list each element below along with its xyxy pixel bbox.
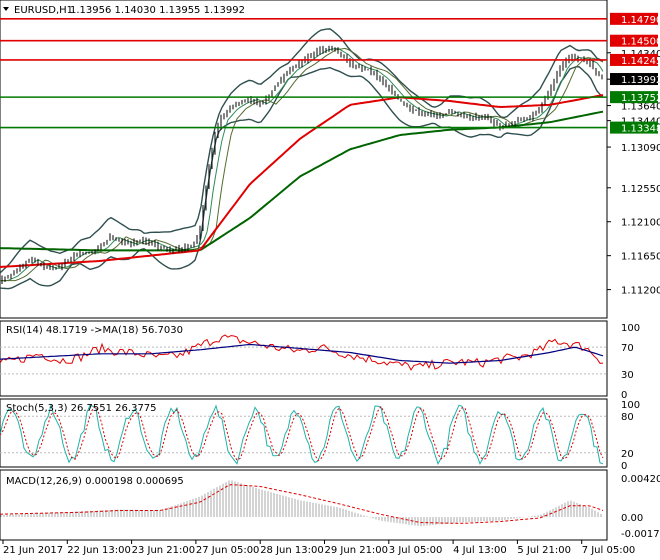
level-tag (610, 121, 658, 134)
rsi-label: RSI(14) 48.1719 ->MA(18) 56.7030 (6, 325, 183, 336)
stoch-tick-label: 100 (621, 400, 640, 411)
time-tick-label: 23 Jun 21:00 (132, 545, 196, 556)
macd-tick-label: 0.004208 (621, 474, 660, 485)
stoch-label: Stoch(5,3,3) 26.7551 26.3775 (6, 403, 157, 414)
price-layer (0, 18, 607, 290)
price-tick-label: 1.12100 (621, 218, 660, 229)
level-tag-label: 1.13752 (621, 93, 660, 104)
price-pane (0, 0, 608, 319)
macd-tick-label: -0.001734 (621, 529, 660, 540)
time-tick-label: 22 Jun 13:00 (67, 545, 131, 556)
rsi-ma-line (0, 343, 604, 364)
price-tick-label: 1.11650 (621, 252, 660, 263)
time-tick-label: 3 Jul 05:00 (389, 545, 443, 556)
macd-tick-label: 0.00 (621, 513, 643, 524)
time-tick-label: 4 Jul 13:00 (453, 545, 507, 556)
level-tag (610, 53, 658, 66)
level-tag (610, 34, 658, 47)
macd-signal-line (0, 484, 604, 524)
macd-layer (0, 480, 604, 527)
rsi-pane (0, 320, 608, 397)
stoch-tick-label: 80 (621, 412, 634, 423)
macd-label: MACD(12,26,9) 0.000198 0.000695 (6, 476, 184, 487)
time-tick-label: 29 Jun 21:00 (325, 545, 389, 556)
current-price-tag (610, 73, 658, 86)
rsi-tick-label: 30 (621, 370, 634, 381)
time-tick-label: 7 Jul 05:00 (582, 545, 636, 556)
rsi-tick-label: 70 (621, 343, 634, 354)
rsi-tick-label: 100 (621, 323, 640, 334)
time-tick-label: 28 Jun 13:00 (260, 545, 324, 556)
level-tag-label: 1.14790 (621, 15, 660, 26)
level-tag-label: 1.14245 (621, 56, 660, 67)
time-tick-label: 27 Jun 05:00 (196, 545, 260, 556)
symbol-label: EURUSD,H1 (14, 5, 73, 16)
price-tick-label: 1.13640 (621, 102, 660, 113)
stoch-d-line (0, 405, 604, 462)
level-tag (610, 91, 658, 104)
collapse-triangle-icon[interactable] (3, 7, 9, 11)
price-tick-label: 1.12550 (621, 184, 660, 195)
stoch-tick-label: 0 (621, 461, 627, 472)
time-tick-label: 21 Jun 2017 (3, 545, 63, 556)
current-price-label: 1.13992 (621, 75, 660, 86)
ma-red-line (0, 94, 604, 268)
bollinger-lower-line (0, 65, 604, 290)
price-tick-label: 1.11200 (621, 286, 660, 297)
mid-ma-line (0, 47, 604, 282)
level-tag-label: 1.14500 (621, 37, 660, 48)
rsi-tick-label: 0 (621, 390, 627, 401)
bollinger-upper-line (0, 28, 604, 274)
stoch-layer (0, 403, 607, 466)
axis-layer: 1.143401.139901.136401.134401.130901.125… (2, 12, 660, 556)
stoch-tick-label: 20 (621, 449, 634, 460)
level-tag-label: 1.13348 (621, 124, 660, 135)
time-tick-label: 5 Jul 21:00 (517, 545, 571, 556)
level-tag (610, 12, 658, 25)
ohlc-readout: 1.13956 1.14030 1.13955 1.13992 (70, 5, 245, 16)
price-tick-label: 1.13090 (621, 143, 660, 154)
rsi-layer (0, 334, 607, 375)
